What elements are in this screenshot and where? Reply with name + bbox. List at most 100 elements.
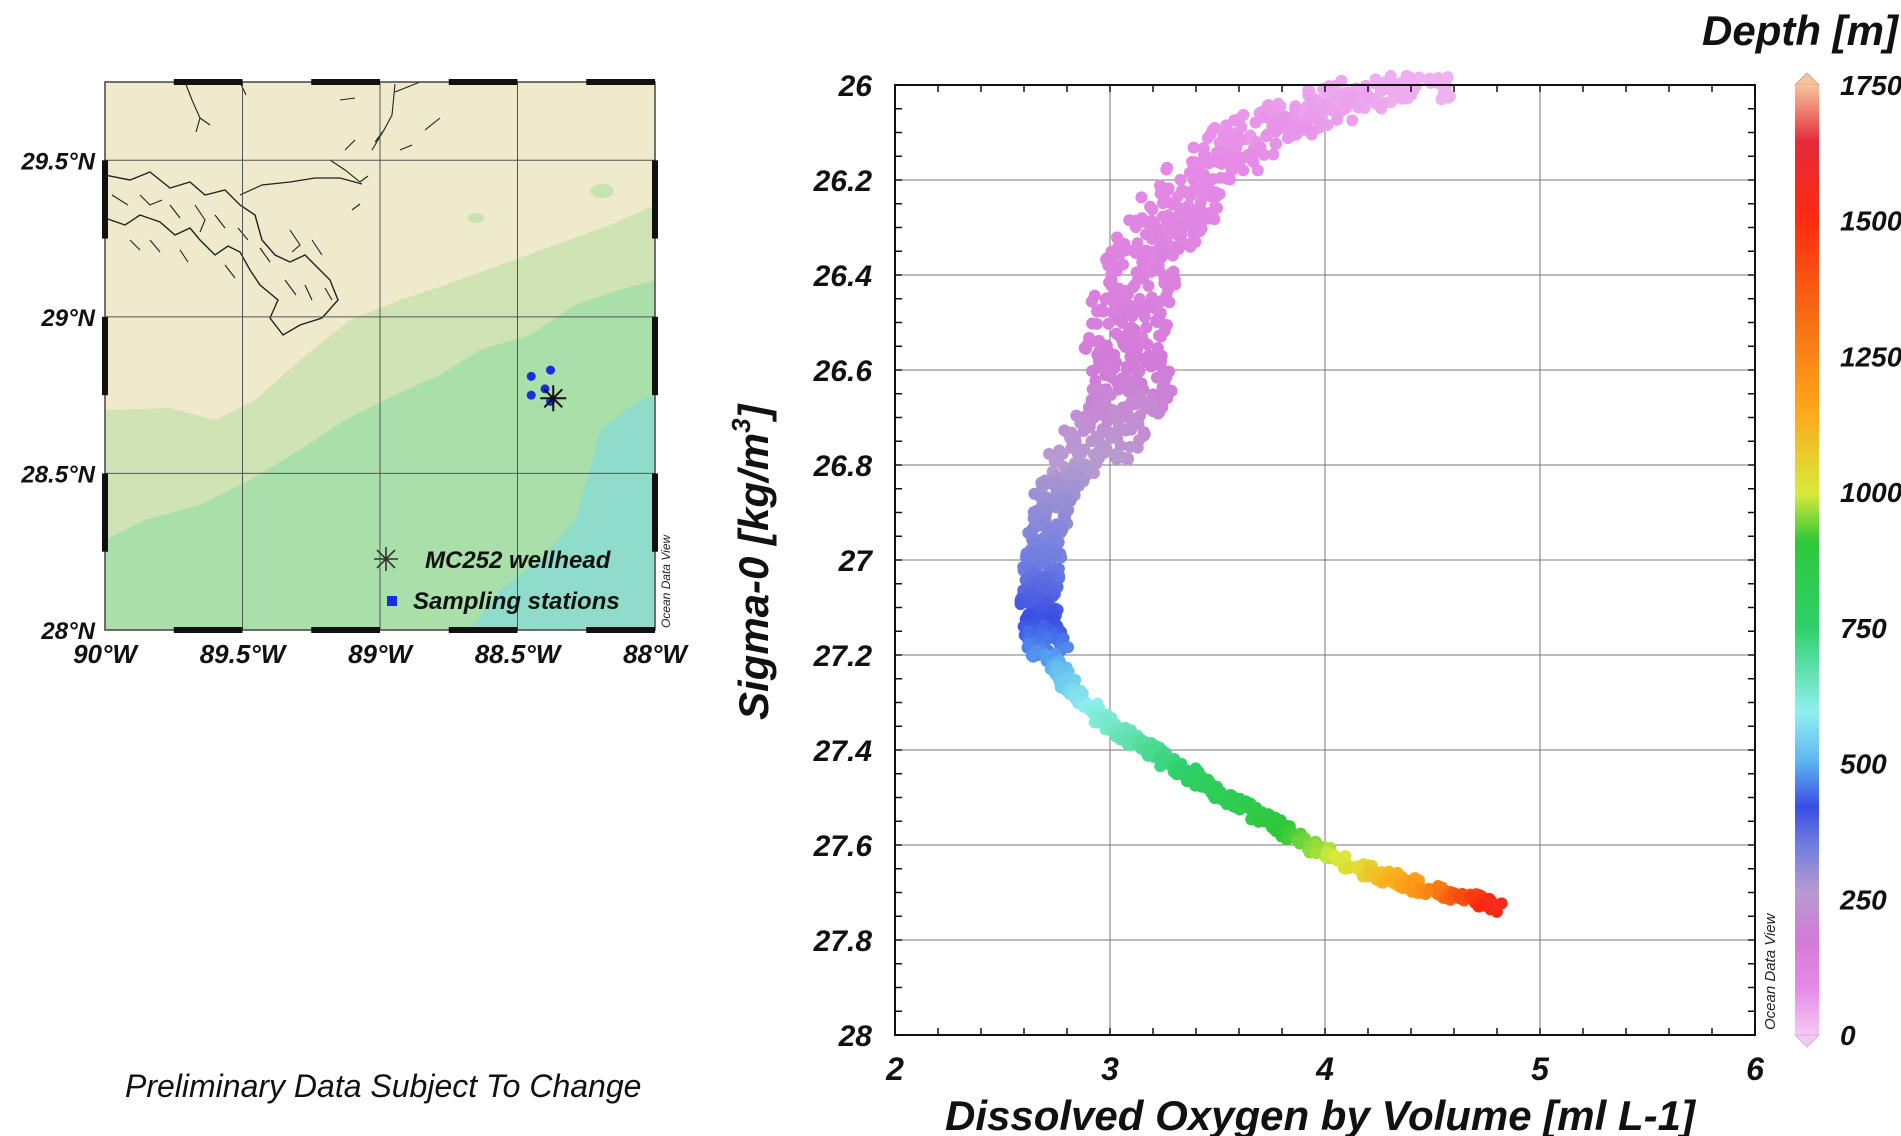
chart-data-point [1161, 184, 1174, 197]
map-lon-labels: 90°W 89.5°W 89°W 88.5°W 88°W [73, 639, 689, 669]
chart-watermark: Ocean Data View [1762, 912, 1779, 1030]
map-grid [105, 82, 655, 630]
chart-data-point [1125, 339, 1138, 352]
colorbar-tick-labels: 0 250 500 750 1000 1250 1500 1750 [1839, 70, 1901, 1051]
chart-data-point [1085, 435, 1098, 448]
chart-data-point [1042, 632, 1055, 645]
chart-data-point [1135, 191, 1148, 204]
chart-data-point [1129, 247, 1142, 260]
chart-minor-ticks [894, 84, 1756, 1036]
chart-data-point [1267, 148, 1280, 161]
chart-data-point [1266, 115, 1279, 128]
chart-data-point [1164, 227, 1177, 240]
chart-data-point [1136, 255, 1149, 268]
chart-data-point [1166, 198, 1179, 211]
chart-data-point [1147, 405, 1160, 418]
chart-data-point [1130, 266, 1143, 279]
chart-data-point [1144, 200, 1157, 213]
map-wellhead-star-stroke [543, 388, 563, 408]
chart-data-point [1170, 211, 1183, 224]
chart-data-point [1154, 760, 1167, 773]
chart-data-point [1102, 259, 1115, 272]
chart-data-point [1109, 448, 1122, 461]
chart-data-point [1099, 293, 1112, 306]
chart-y-tick-label: 27.4 [813, 735, 873, 768]
map-station-point [526, 390, 536, 400]
chart-y-tick-label: 26.8 [813, 450, 873, 483]
chart-data-point [1154, 750, 1167, 763]
chart-data-point [1260, 130, 1273, 143]
chart-data-point [1267, 103, 1280, 116]
map-frame-tick-bottom [173, 627, 243, 633]
chart-data-point [1441, 71, 1454, 84]
chart-data-point [1400, 69, 1413, 82]
chart-data-point [1205, 190, 1218, 203]
chart-data-point [1393, 91, 1406, 104]
chart-data-point [1067, 469, 1080, 482]
chart-data-point [1217, 130, 1230, 143]
chart-data-point [1078, 342, 1091, 355]
map-deep [470, 395, 655, 630]
chart-data-point [1106, 403, 1119, 416]
chart-data-point [1189, 771, 1202, 784]
map-frame-tick-top [173, 79, 243, 85]
chart-x-tick-label: 3 [1101, 1051, 1119, 1087]
chart-data-point [1140, 321, 1153, 334]
colorbar-tick-label: 1000 [1840, 477, 1901, 508]
chart-data-point [1160, 289, 1173, 302]
chart-data-point [1062, 641, 1075, 654]
map-frame-tick-right [652, 316, 658, 396]
chart-data-point [1281, 132, 1294, 145]
footnote: Preliminary Data Subject To Change [125, 1068, 642, 1104]
chart-data-point [1100, 339, 1113, 352]
chart-data-point [1128, 417, 1141, 430]
chart-data-point [1442, 91, 1455, 104]
chart-grid [895, 85, 1755, 1035]
station-legend-icon [387, 596, 397, 606]
chart-data-point [1053, 444, 1066, 457]
chart-data-point [1249, 116, 1262, 129]
chart-data-point [1276, 118, 1289, 131]
map-lat-label: 28.5°N [20, 461, 95, 488]
chart-x-tick-label: 5 [1531, 1051, 1550, 1087]
map-lat-label: 29.5°N [20, 148, 95, 175]
map-frame-tick-top [448, 79, 518, 85]
chart-data-point [1143, 301, 1156, 314]
map-lat-labels: 29.5°N 29°N 28.5°N 28°N [20, 148, 95, 645]
chart-data-point [1269, 125, 1282, 138]
chart-data-point [1096, 408, 1109, 421]
chart-x-tick-label: 2 [885, 1051, 904, 1087]
chart-data-point [1156, 210, 1169, 223]
chart-data-point [1103, 365, 1116, 378]
chart-data-point [1151, 316, 1164, 329]
chart-data-point [1200, 173, 1213, 186]
chart-data-point [1123, 214, 1136, 227]
chart-data-point [1128, 325, 1141, 338]
chart-data-point [1254, 141, 1267, 154]
chart-data-point [1126, 281, 1139, 294]
map-lon-label: 89°W [348, 639, 414, 669]
chart-data-point [1050, 501, 1063, 514]
chart-data-point [1102, 717, 1115, 730]
colorbar-title: Depth [m] [1702, 7, 1900, 54]
chart-x-tick-label: 4 [1315, 1051, 1334, 1087]
chart-data-point [1232, 130, 1245, 143]
colorbar-tick-label: 250 [1839, 884, 1887, 915]
map-legend: MC252 wellhead Sampling stations [374, 547, 620, 615]
chart-data-point [1202, 212, 1215, 225]
chart-y-tick-label: 27.2 [813, 640, 873, 673]
chart-data-point [1161, 161, 1174, 174]
chart-y-tick-label: 26.4 [813, 260, 873, 293]
chart-data-point [1201, 131, 1214, 144]
chart-data-point [1346, 114, 1359, 127]
chart-y-tick-labels: 26 26.2 26.4 26.6 26.8 27 27.2 27.4 27.6 27.8 28 [813, 70, 874, 1053]
chart-data-point [1041, 503, 1054, 516]
chart-data-point [1153, 329, 1166, 342]
chart-y-tick-label: 26.2 [813, 165, 873, 198]
chart-data-point [1222, 156, 1235, 169]
chart-data-point [1111, 231, 1124, 244]
chart-data-point [1193, 164, 1206, 177]
chart-y-tick-label: 26 [838, 70, 873, 103]
map-frame-tick-top [311, 79, 380, 85]
map-station-point [526, 371, 536, 381]
